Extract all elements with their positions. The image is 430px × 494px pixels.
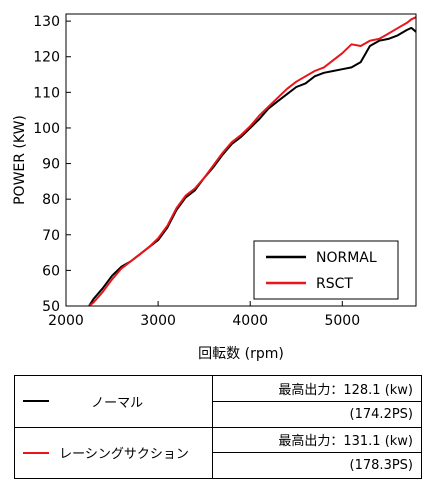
- y-tick-label-100: 100: [33, 121, 60, 137]
- table-label-cell-normal: ノーマル: [14, 375, 213, 428]
- y-tick-label-120: 120: [33, 50, 60, 66]
- table-row-rsct: レーシングサクション 最高出力：131.1 (kw): [14, 426, 422, 479]
- series-line-rsct: [88, 16, 417, 307]
- x-tick-label-5000: 5000: [324, 313, 360, 329]
- x-tick-label-2000: 2000: [48, 313, 84, 329]
- ticks-layer: 2000 3000 4000 5000 50 60 70 80 90 100 110 120 130: [33, 14, 360, 329]
- y-axis-title: POWER (KW): [12, 115, 28, 205]
- power-chart: 2000 3000 4000 5000 50 60 70 80 90 100 110 120 130 回…: [12, 13, 417, 362]
- table-ps-rsct: (178.3PS): [212, 452, 422, 479]
- legend-label-normal: NORMAL: [316, 250, 377, 266]
- y-tick-label-130: 130: [33, 14, 60, 30]
- y-tick-label-60: 60: [42, 263, 60, 279]
- legend: NORMAL RSCT: [253, 240, 399, 300]
- table-label-rsct: レーシングサクション: [59, 447, 189, 463]
- table-swatch-rsct: [23, 451, 49, 454]
- series-layer: [88, 16, 417, 307]
- table-max-power-normal: 最高出力：128.1 (kw): [212, 375, 422, 402]
- y-tick-label-70: 70: [42, 228, 60, 244]
- table-label-normal: ノーマル: [91, 395, 144, 411]
- y-tick-label-50: 50: [42, 299, 60, 315]
- legend-box: [253, 240, 399, 300]
- x-tick-label-4000: 4000: [232, 313, 268, 329]
- table-swatch-normal: [23, 400, 49, 403]
- table-row-normal: ノーマル 最高出力：128.1 (kw): [14, 375, 422, 428]
- y-tick-label-110: 110: [33, 85, 60, 101]
- plot-frame: [65, 13, 417, 307]
- table-label-cell-rsct: レーシングサクション: [14, 426, 213, 479]
- table-max-power-rsct: 最高出力：131.1 (kw): [212, 426, 422, 454]
- table-row-rsct-ps: (178.3PS): [15, 452, 422, 479]
- summary-table: ノーマル 最高出力：128.1 (kw) (174.2PS) レーシングサクショ…: [14, 375, 422, 479]
- y-tick-label-90: 90: [42, 157, 60, 173]
- x-axis-title: 回転数 (rpm): [198, 346, 284, 362]
- y-tick-label-80: 80: [42, 192, 60, 208]
- x-tick-label-3000: 3000: [140, 313, 176, 329]
- legend-label-rsct: RSCT: [316, 276, 353, 292]
- table-ps-normal: (174.2PS): [212, 400, 422, 428]
